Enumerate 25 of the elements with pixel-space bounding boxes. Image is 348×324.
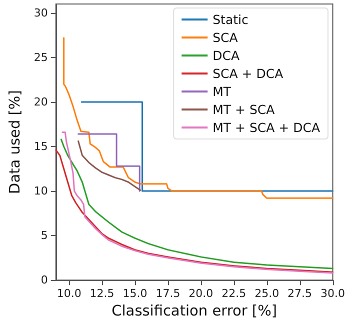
legend-label: SCA + DCA xyxy=(212,66,284,81)
x-tick-label: 17.5 xyxy=(156,287,180,300)
x-tick-label: 12.5 xyxy=(90,287,114,300)
legend-label: MT xyxy=(212,84,232,99)
legend-label: SCA xyxy=(212,30,238,45)
y-tick-label: 5 xyxy=(40,229,48,242)
x-tick-label: 20.0 xyxy=(188,287,214,300)
legend-label: Static xyxy=(212,12,248,27)
y-tick-label: 25 xyxy=(34,50,48,64)
y-tick-label: 30 xyxy=(34,6,48,20)
legend-label: MT + SCA + DCA xyxy=(212,120,320,135)
x-tick-label: 27.5 xyxy=(288,287,312,300)
y-tick-label: 20 xyxy=(34,95,48,108)
x-tick-label: 22.5 xyxy=(222,287,246,300)
y-axis-title: Data used [%] xyxy=(8,90,24,194)
legend-label: DCA xyxy=(212,48,240,63)
x-tick-label: 10.0 xyxy=(56,287,82,300)
x-tick-label: 30.0 xyxy=(320,287,346,300)
y-tick-label: 10 xyxy=(34,184,48,198)
y-tick-label: 15 xyxy=(34,140,48,154)
legend-label: MT + SCA xyxy=(212,102,276,117)
y-tick-label: 0 xyxy=(40,274,48,287)
x-axis-title: Classification error [%] xyxy=(112,304,278,320)
x-tick-label: 15.0 xyxy=(122,287,148,300)
x-tick-label: 25.0 xyxy=(254,287,280,300)
